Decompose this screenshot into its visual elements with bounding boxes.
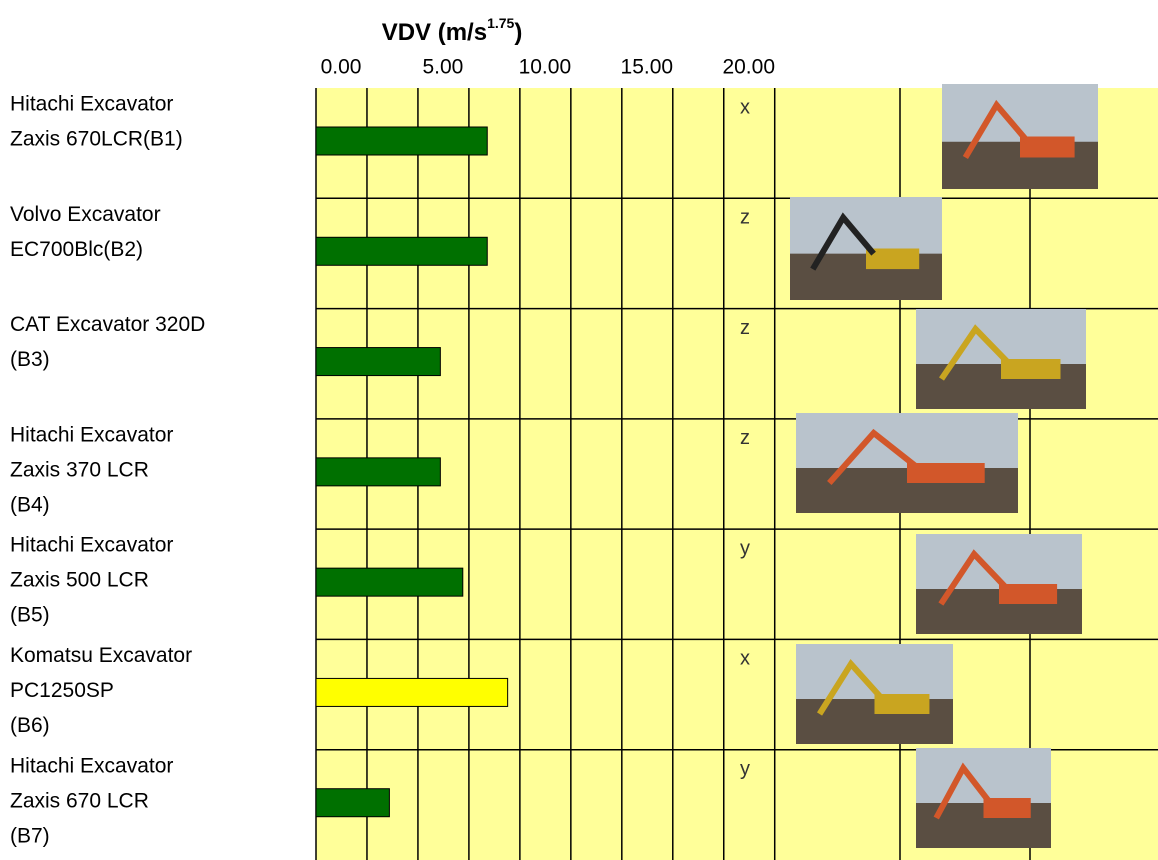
category-label: Komatsu Excavator [10, 644, 192, 667]
axis-annotation: x [740, 96, 750, 118]
category-label: CAT Excavator 320D [10, 313, 205, 336]
category-label: (B7) [10, 824, 50, 847]
axis-annotation: y [740, 758, 750, 780]
category-label: (B3) [10, 348, 50, 371]
excavator-photo [796, 644, 953, 744]
x-tick-label: 20.00 [722, 56, 775, 79]
excavator-photo [916, 534, 1082, 634]
x-tick-label: 5.00 [422, 56, 463, 79]
category-label: (B6) [10, 714, 50, 737]
bar [316, 348, 440, 376]
bar [316, 568, 463, 596]
axis-annotation: z [740, 207, 750, 229]
x-tick-label: 10.00 [519, 56, 572, 79]
category-label: Hitachi Excavator [10, 534, 173, 557]
category-label: Hitachi Excavator [10, 754, 173, 777]
excavator-photo [916, 748, 1051, 848]
excavator-photo [916, 309, 1086, 409]
category-label: Hitachi Excavator [10, 93, 173, 116]
bar [316, 789, 389, 817]
category-label: EC700Blc(B2) [10, 238, 143, 261]
page: {"chart_data": {"type": "bar", "orientat… [0, 0, 1158, 860]
bar [316, 237, 487, 265]
axis-annotation: z [740, 427, 750, 449]
x-tick-label: 15.00 [621, 56, 674, 79]
chart: VDV (m/s1.75) 0.00 5.00 10.00 15.00 20.00 Hit… [0, 0, 1158, 860]
category-label: Volvo Excavator [10, 203, 161, 226]
bar [316, 458, 440, 486]
excavator-photo [790, 197, 942, 300]
excavator-photo [942, 84, 1098, 189]
excavator-photo [796, 413, 1018, 513]
category-label: Zaxis 370 LCR [10, 458, 149, 481]
category-label: (B4) [10, 493, 50, 516]
chart-title: VDV (m/s1.75) [382, 15, 523, 47]
axis-annotation: x [740, 648, 750, 670]
category-label: Zaxis 500 LCR [10, 569, 149, 592]
axis-annotation: y [740, 537, 750, 559]
category-label: Zaxis 670 LCR [10, 789, 149, 812]
x-tick-label: 0.00 [321, 56, 362, 79]
category-label: Zaxis 670LCR(B1) [10, 128, 183, 151]
category-label: Hitachi Excavator [10, 423, 173, 446]
category-label: PC1250SP [10, 679, 114, 702]
bar [316, 678, 508, 706]
axis-annotation: z [740, 317, 750, 339]
category-label: (B5) [10, 604, 50, 627]
plot-background [316, 88, 1158, 860]
bar [316, 127, 487, 155]
